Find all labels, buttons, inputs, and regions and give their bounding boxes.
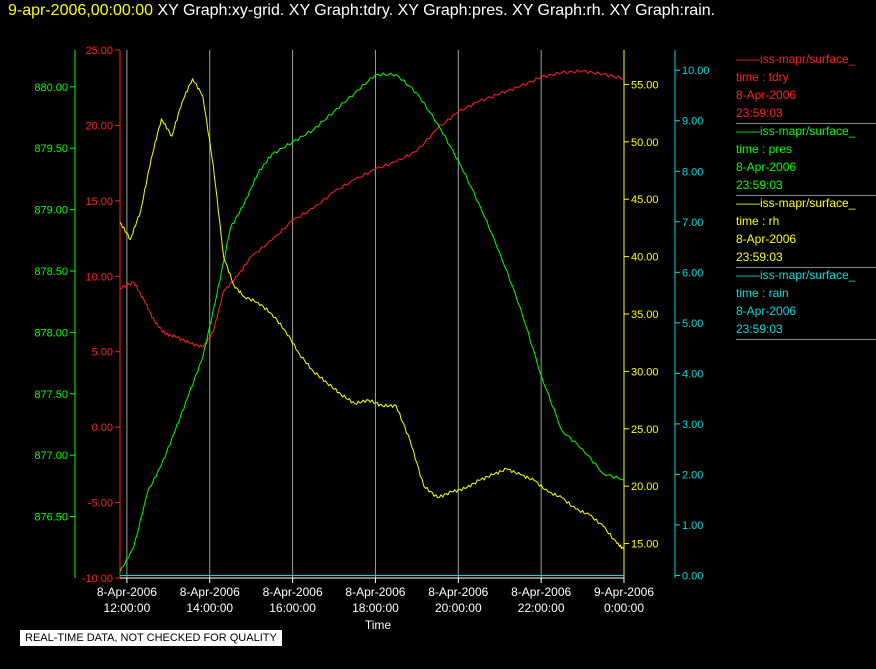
pres-tick-label: 877.00	[34, 450, 68, 462]
legend-date: 8-Apr-2006	[736, 88, 797, 102]
x-tick-label-date: 8-Apr-2006	[345, 585, 405, 599]
rain-tick-label: 1.00	[682, 520, 703, 532]
legend-time: 23:59:03	[736, 178, 783, 192]
rain-tick-label: 6.00	[682, 267, 703, 279]
tdry-tick-label: 10.00	[85, 271, 113, 283]
rain-tick-label: 5.00	[682, 318, 703, 330]
rain-tick-label: 3.00	[682, 419, 703, 431]
graph-title-tdry: XY Graph:tdry.	[288, 2, 394, 19]
x-tick-label-time: 0:00:00	[604, 601, 644, 615]
pres-tick-label: 879.00	[34, 205, 68, 217]
legend-time: 23:59:03	[736, 250, 783, 264]
legend-item-tdry: ——iss-mapr/surface_ time : tdry 8-Apr-20…	[736, 50, 876, 124]
legend-divider	[736, 267, 876, 268]
x-tick-label-time: 18:00:00	[352, 601, 399, 615]
legend-variable: time : tdry	[736, 70, 789, 84]
rh-tick-label: 55.00	[631, 79, 659, 91]
rh-tick-label: 35.00	[631, 309, 659, 321]
tdry-tick-label: 25.00	[85, 45, 113, 57]
legend-source-name: ——iss-mapr/surface_	[736, 268, 856, 282]
quality-note: REAL-TIME DATA, NOT CHECKED FOR QUALITY	[20, 630, 282, 646]
graph-title-pres: XY Graph:pres.	[397, 2, 508, 19]
legend-date: 8-Apr-2006	[736, 160, 797, 174]
graph-title-rh: XY Graph:rh.	[512, 2, 606, 19]
legend-date: 8-Apr-2006	[736, 304, 797, 318]
x-tick-label-date: 8-Apr-2006	[97, 585, 157, 599]
x-tick-label-time: 12:00:00	[104, 601, 151, 615]
pres-tick-label: 877.50	[34, 389, 68, 401]
tdry-tick-label: 0.00	[92, 422, 113, 434]
rh-tick-label: 40.00	[631, 252, 659, 264]
rh-tick-label: 25.00	[631, 424, 659, 436]
rain-tick-label: 2.00	[682, 469, 703, 481]
x-tick-label-date: 8-Apr-2006	[180, 585, 240, 599]
legend-item-rain: ——iss-mapr/surface_ time : rain 8-Apr-20…	[736, 266, 876, 340]
graph-title-rain: XY Graph:rain.	[609, 2, 716, 19]
rh-tick-label: 15.00	[631, 539, 659, 551]
x-tick-label-time: 22:00:00	[518, 601, 565, 615]
tdry-tick-label: 15.00	[85, 196, 113, 208]
tdry-tick-label: 20.00	[85, 120, 113, 132]
legend-item-rh: ——iss-mapr/surface_ time : rh 8-Apr-2006…	[736, 194, 876, 268]
legend-date: 8-Apr-2006	[736, 232, 797, 246]
legend-variable: time : rain	[736, 286, 789, 300]
pres-tick-label: 876.50	[34, 512, 68, 524]
x-tick-label-time: 14:00:00	[186, 601, 233, 615]
tdry-tick-label: -5.00	[88, 498, 113, 510]
rain-tick-label: 7.00	[682, 217, 703, 229]
legend-variable: time : rh	[736, 214, 780, 228]
pres-tick-label: 879.50	[34, 143, 68, 155]
x-tick-label-time: 16:00:00	[269, 601, 316, 615]
rain-tick-label: 0.00	[682, 570, 703, 582]
legend-item-pres: ——iss-mapr/surface_ time : pres 8-Apr-20…	[736, 122, 876, 196]
legend-time: 23:59:03	[736, 106, 783, 120]
series-line-pres	[119, 72, 624, 573]
rh-tick-label: 50.00	[631, 137, 659, 149]
x-tick-label-date: 8-Apr-2006	[428, 585, 488, 599]
pres-tick-label: 878.50	[34, 266, 68, 278]
x-tick-label-date: 8-Apr-2006	[263, 585, 323, 599]
legend-divider	[736, 339, 876, 340]
legend-divider	[736, 195, 876, 196]
legend-source-name: ——iss-mapr/surface_	[736, 124, 856, 138]
legend-time: 23:59:03	[736, 322, 783, 336]
x-tick-label-date: 9-Apr-2006	[594, 585, 654, 599]
rain-tick-label: 8.00	[682, 166, 703, 178]
title-bar: 9-apr-2006,00:00:00 XY Graph:xy-grid. XY…	[8, 2, 715, 20]
rh-tick-label: 20.00	[631, 481, 659, 493]
legend-variable: time : pres	[736, 142, 793, 156]
x-axis-label: Time	[365, 618, 392, 632]
rain-tick-label: 4.00	[682, 368, 703, 380]
tdry-tick-label: -10.00	[82, 573, 113, 585]
pres-tick-label: 880.00	[34, 82, 68, 94]
x-tick-label-date: 8-Apr-2006	[511, 585, 571, 599]
timestamp: 9-apr-2006,00:00:00	[8, 2, 153, 19]
pres-tick-label: 878.00	[34, 327, 68, 339]
legend-source-name: ——iss-mapr/surface_	[736, 196, 856, 210]
rain-tick-label: 10.00	[682, 65, 710, 77]
series-line-tdry	[119, 69, 625, 348]
tdry-tick-label: 5.00	[92, 347, 113, 359]
rh-tick-label: 30.00	[631, 366, 659, 378]
legend-divider	[736, 123, 876, 124]
rain-tick-label: 9.00	[682, 116, 703, 128]
graph-title-xy-grid: XY Graph:xy-grid.	[157, 2, 285, 19]
series-line-rh	[119, 78, 625, 550]
x-tick-label-time: 20:00:00	[435, 601, 482, 615]
rh-tick-label: 45.00	[631, 194, 659, 206]
legend-source-name: ——iss-mapr/surface_	[736, 52, 856, 66]
